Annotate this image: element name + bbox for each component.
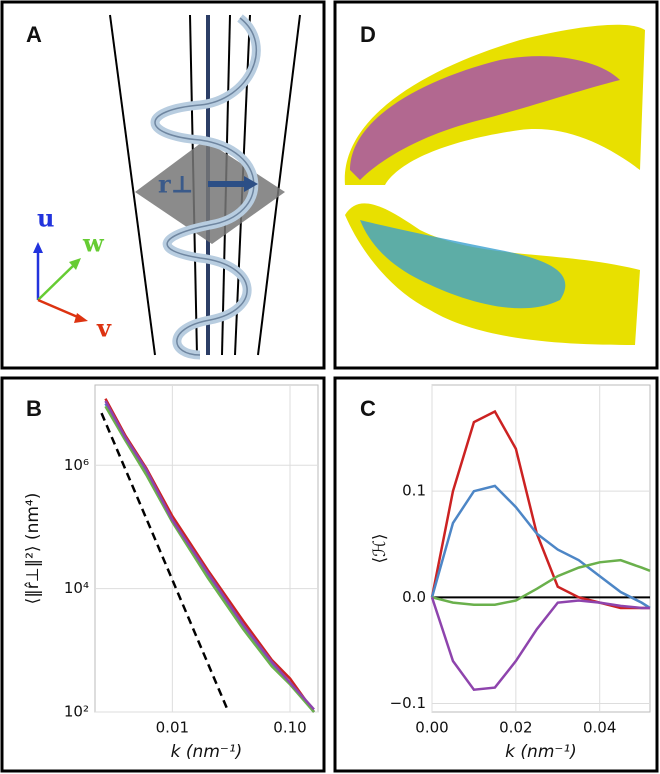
panel-label: D: [360, 22, 376, 47]
panel-label: B: [26, 396, 42, 421]
plot-area: [431, 384, 651, 713]
panel-label: C: [360, 396, 376, 421]
x-tick-label: 0.04: [583, 719, 616, 737]
y-tick-label: 0.0: [402, 588, 426, 606]
x-tick-label: 0.00: [415, 719, 448, 737]
series-line: [431, 558, 651, 607]
x-tick-label: 0.02: [499, 719, 532, 737]
panel-frame: [0, 0, 326, 370]
y-tick-label: 10⁴: [64, 579, 89, 597]
x-tick-label: 0.10: [273, 719, 306, 737]
vector-label: v: [96, 314, 112, 343]
series-line: [430, 409, 650, 610]
panel-frame: [333, 0, 659, 370]
series-line: [104, 400, 315, 711]
plot-area: [94, 384, 319, 713]
y-axis-label: ⟨‖r̂⊥‖²⟩ (nm⁴): [23, 493, 43, 605]
x-axis-label: k (nm⁻¹): [171, 742, 243, 762]
series-line: [104, 405, 315, 713]
dna-illustration: [344, 24, 645, 345]
series-line: [430, 484, 651, 610]
vector-label: w: [82, 229, 105, 258]
x-tick-label: 0.01: [156, 719, 189, 737]
y-tick-label: −0.1: [390, 694, 426, 712]
series-line: [430, 596, 650, 692]
helix-illustration: [33, 14, 301, 360]
vector-label: u: [37, 204, 54, 233]
panel-label: A: [26, 22, 42, 47]
y-axis-label: ⟨ℋ⟩: [370, 533, 390, 563]
series-line: [100, 412, 230, 713]
vector-label: r⊥: [158, 170, 194, 199]
x-axis-label: k (nm⁻¹): [505, 742, 577, 762]
y-tick-label: 10²: [64, 703, 89, 721]
y-tick-label: 10⁶: [64, 456, 89, 474]
panel-frame: [333, 376, 659, 773]
y-tick-label: 0.1: [402, 482, 426, 500]
panel-frame: [0, 376, 326, 773]
